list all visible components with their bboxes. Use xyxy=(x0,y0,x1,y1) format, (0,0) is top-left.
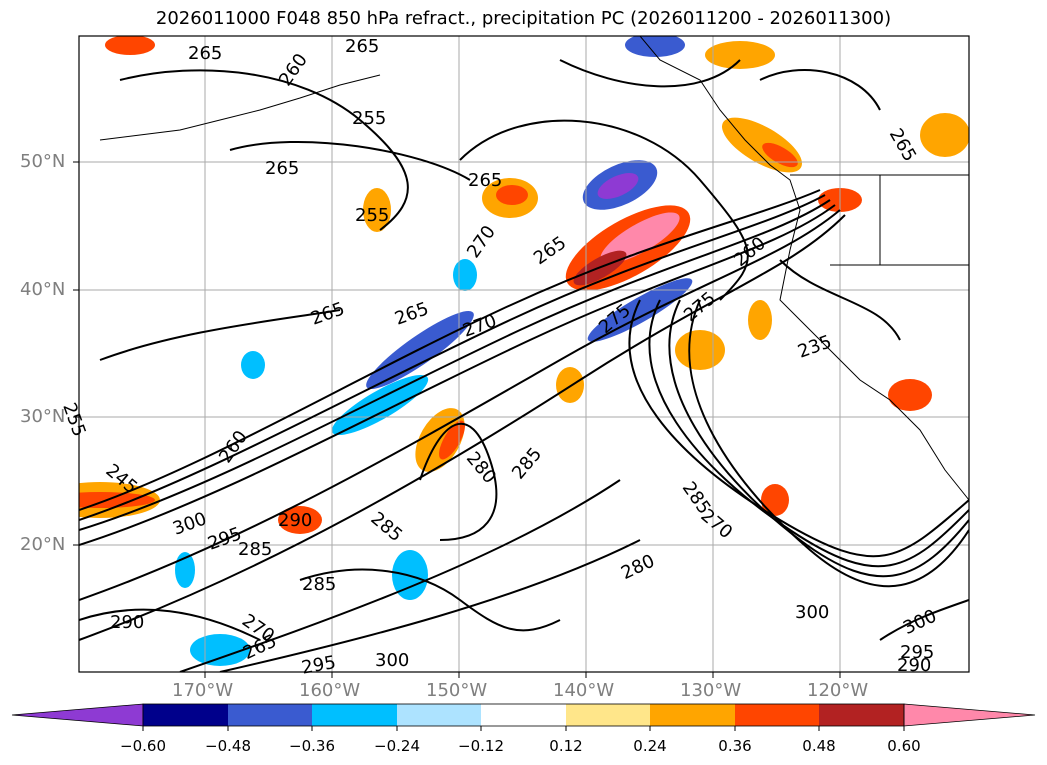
colorbar-tick-label: 0.36 xyxy=(718,737,752,755)
refractivity-contours xyxy=(79,59,969,672)
lon-label-170w: 170°W xyxy=(172,680,234,701)
colorbar-seg-7 xyxy=(650,704,735,726)
colorbar-tick-label: 0.60 xyxy=(887,737,921,755)
colorbar-tick-label: −0.60 xyxy=(120,737,166,755)
map-content xyxy=(79,36,969,672)
contour-label: 265 xyxy=(188,43,223,64)
lon-label-120w: 120°W xyxy=(807,680,869,701)
colorbar xyxy=(11,703,1036,731)
colorbar-under-arrow xyxy=(11,703,144,727)
contour-label: 295 xyxy=(900,642,935,663)
contour-label: 285 xyxy=(302,574,337,595)
lon-label-160w: 160°W xyxy=(299,680,361,701)
lat-label-40n: 40°N xyxy=(20,279,66,300)
colorbar-seg-5 xyxy=(481,704,566,726)
contour-label: 300 xyxy=(375,650,410,671)
colorbar-tick-label: −0.48 xyxy=(205,737,251,755)
contour-label: 255 xyxy=(352,108,387,129)
map-plot-area xyxy=(79,36,969,672)
lat-label-20n: 20°N xyxy=(20,534,66,555)
colorbar-seg-6 xyxy=(566,704,650,726)
chart-title: 2026011000 F048 850 hPa refract., precip… xyxy=(155,8,892,29)
lon-label-140w: 140°W xyxy=(553,680,615,701)
contour-label: 265 xyxy=(345,36,380,57)
colorbar-tick-label: −0.36 xyxy=(289,737,335,755)
colorbar-tick-label: −0.12 xyxy=(458,737,504,755)
contour-label: 285 xyxy=(238,539,273,560)
axis-ticks xyxy=(73,161,841,678)
colorbar-seg-9 xyxy=(819,704,904,726)
contour-label: 265 xyxy=(265,158,300,179)
colorbar-tick-label: 0.48 xyxy=(802,737,836,755)
lon-label-150w: 150°W xyxy=(426,680,488,701)
colorbar-seg-2 xyxy=(228,704,312,726)
coastlines xyxy=(99,36,969,501)
contour-label: 290 xyxy=(110,612,145,633)
lon-label-130w: 130°W xyxy=(680,680,742,701)
colorbar-seg-8 xyxy=(735,704,819,726)
contour-label: 265 xyxy=(468,170,503,191)
contour-label: 290 xyxy=(278,510,313,531)
map-frame xyxy=(78,35,970,673)
lat-label-30n: 30°N xyxy=(20,406,66,427)
colorbar-over-arrow xyxy=(903,703,1036,727)
colorbar-seg-4 xyxy=(397,704,481,726)
colorbar-seg-3 xyxy=(312,704,397,726)
contour-label: 300 xyxy=(795,602,830,623)
lat-label-50n: 50°N xyxy=(20,151,66,172)
colorbar-seg-1 xyxy=(143,704,228,726)
colorbar-tick-label: 0.24 xyxy=(633,737,667,755)
colorbar-tick-label: 0.12 xyxy=(549,737,583,755)
contour-label: 290 xyxy=(897,655,932,676)
colorbar-tick-label: −0.24 xyxy=(374,737,420,755)
contour-label: 255 xyxy=(355,205,390,226)
